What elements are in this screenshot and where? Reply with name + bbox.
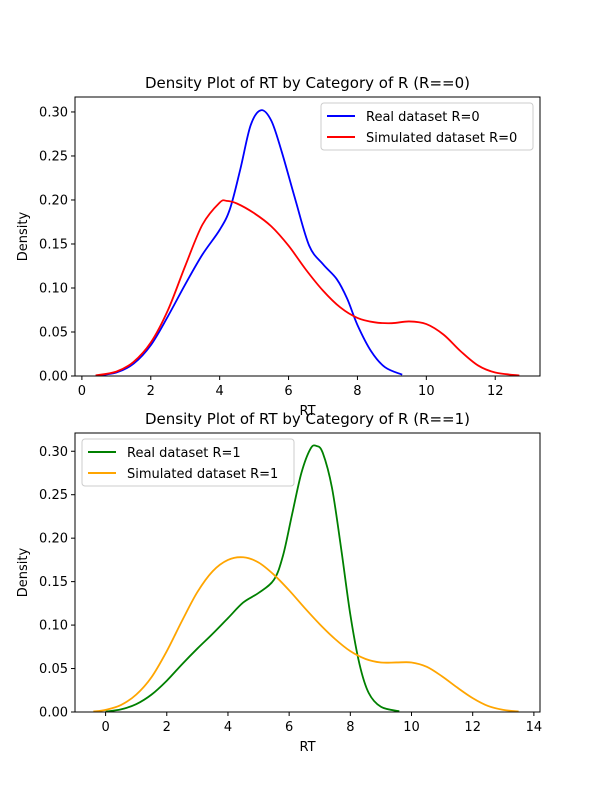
series-line-real (95, 109, 403, 377)
y-tick-label: 0.30 (39, 105, 68, 120)
y-tick-label: 0.05 (39, 662, 68, 677)
x-tick-label: 4 (216, 384, 224, 399)
y-axis-label: Density (16, 547, 31, 597)
x-tick-label: 8 (353, 384, 361, 399)
y-tick-label: 0.30 (39, 445, 68, 460)
y-tick-label: 0.25 (39, 488, 68, 503)
x-axis-label: RT (299, 740, 315, 755)
legend: Real dataset R=0 Simulated dataset R=0 (320, 102, 534, 151)
x-tick-label: 8 (346, 720, 354, 735)
legend-box (81, 438, 295, 487)
chart-title: Density Plot of RT by Category of R (R==… (145, 410, 470, 428)
y-axis-label: Density (16, 211, 31, 261)
axis-ticks: 0 2 4 6 8 10 12 14 0.00 0.05 0.10 0.15 0.20 0.25 0.30 (39, 445, 542, 735)
x-tick-label: 10 (418, 384, 435, 399)
x-tick-label: 12 (487, 384, 504, 399)
y-tick-label: 0.05 (39, 325, 68, 340)
y-tick-label: 0.20 (39, 532, 68, 547)
plot-area-frame (74, 96, 541, 377)
y-tick-label: 0.25 (39, 149, 68, 164)
series-lines (93, 444, 519, 713)
legend-label-real: Real dataset R=0 (366, 110, 480, 125)
y-tick-label: 0.10 (39, 619, 68, 634)
x-tick-label: 2 (163, 720, 171, 735)
y-tick-label: 0.10 (39, 281, 68, 296)
x-tick-label: 14 (526, 720, 543, 735)
x-tick-label: 0 (101, 720, 109, 735)
legend-label-real: Real dataset R=1 (127, 446, 241, 461)
x-tick-label: 4 (224, 720, 232, 735)
axis-ticks: 0 2 4 6 8 10 12 0.00 0.05 0.10 0.15 0.20 0.25 0.30 (39, 105, 503, 399)
x-tick-label: 2 (147, 384, 155, 399)
density-chart-r0: Density Plot of RT by Category of R (R==… (16, 74, 541, 419)
x-tick-label: 0 (78, 384, 86, 399)
series-line-real (105, 444, 400, 713)
x-axis-label: RT (299, 404, 315, 419)
legend-label-simulated: Simulated dataset R=1 (127, 467, 278, 482)
y-tick-label: 0.00 (39, 706, 68, 721)
series-lines (95, 109, 520, 377)
density-chart-r1: Density Plot of RT by Category of R (R==… (16, 410, 542, 755)
chart-title: Density Plot of RT by Category of R (R==… (145, 74, 470, 92)
y-tick-label: 0.15 (39, 237, 68, 252)
y-tick-label: 0.20 (39, 193, 68, 208)
series-line-simulated (93, 556, 519, 713)
x-tick-label: 12 (464, 720, 481, 735)
x-tick-label: 6 (284, 384, 292, 399)
plot-area-frame (74, 432, 541, 713)
legend-label-simulated: Simulated dataset R=0 (366, 131, 517, 146)
x-tick-label: 6 (285, 720, 293, 735)
series-line-simulated (95, 199, 520, 377)
legend-box (320, 102, 534, 151)
x-tick-label: 10 (403, 720, 420, 735)
legend: Real dataset R=1 Simulated dataset R=1 (81, 438, 295, 487)
y-tick-label: 0.00 (39, 370, 68, 385)
y-tick-label: 0.15 (39, 575, 68, 590)
